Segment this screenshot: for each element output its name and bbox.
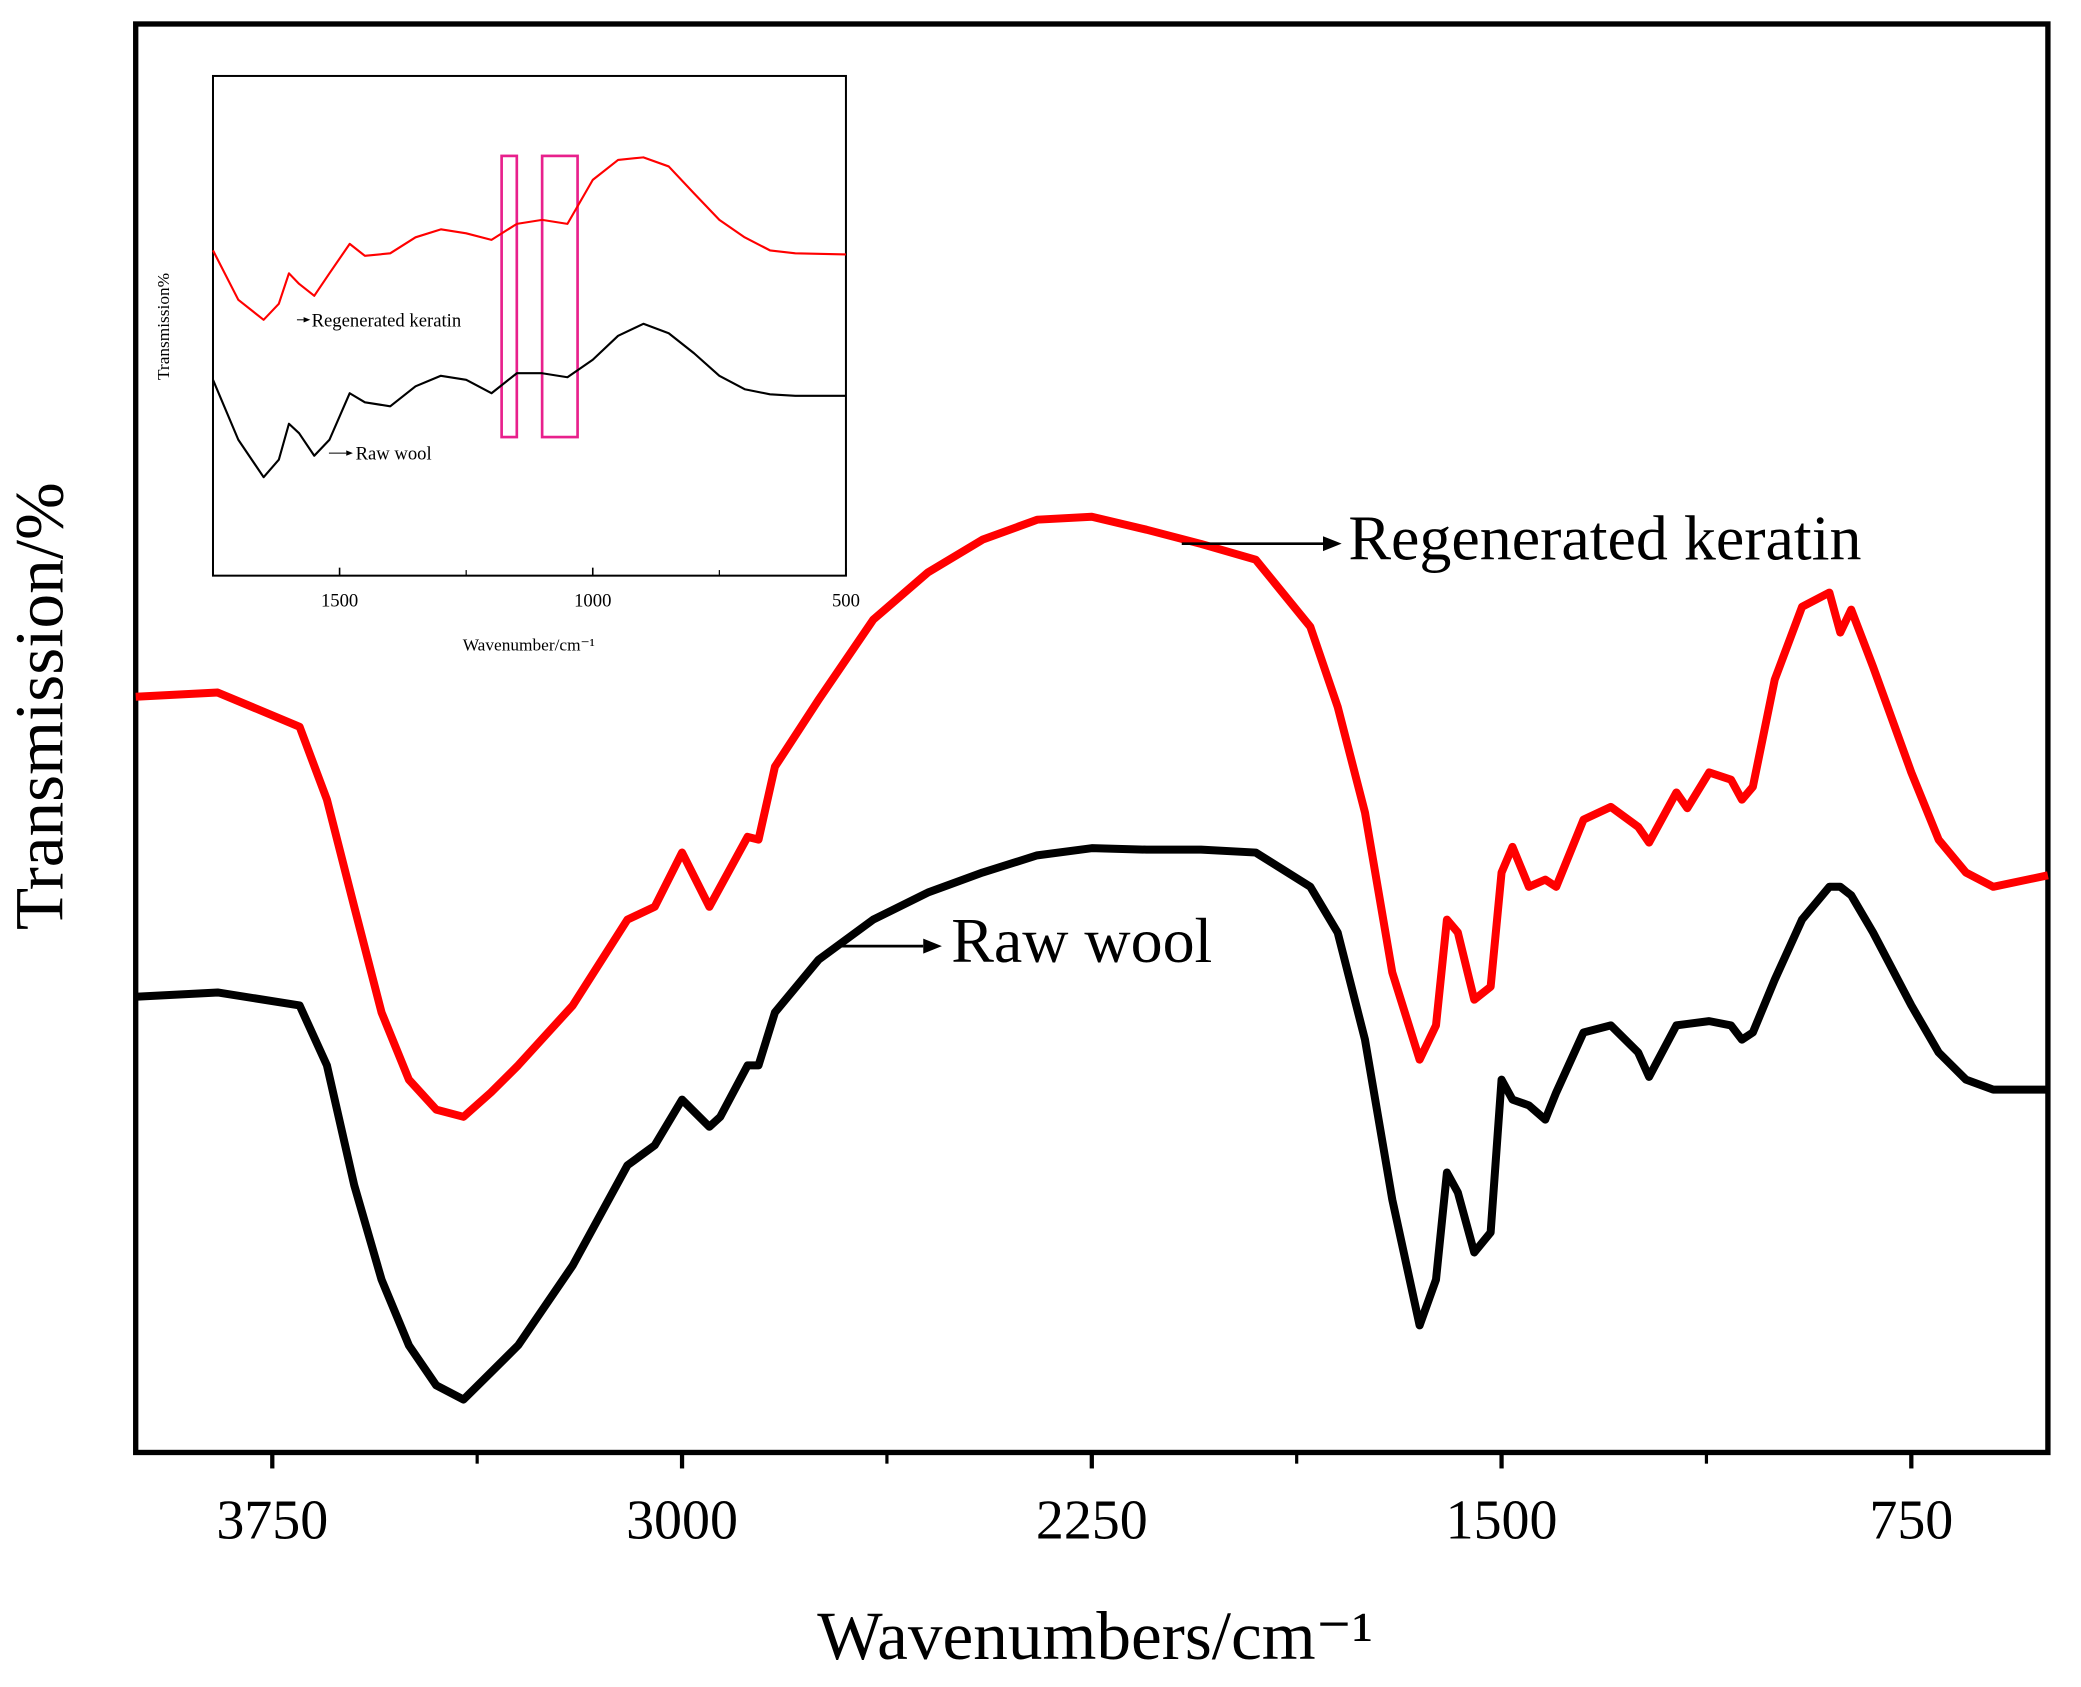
- highlight-box: [540, 154, 579, 439]
- legend-label: Raw wool: [951, 905, 1212, 976]
- x-tick-label: 500: [832, 591, 860, 612]
- series-line: [212, 156, 846, 321]
- x-tick-label: 750: [1869, 1490, 1953, 1552]
- y-axis-label: Transmission/%: [0, 482, 77, 930]
- x-axis-label: Wavenumbers/cm⁻¹: [817, 1597, 1373, 1674]
- legend-label: Regenerated keratin: [312, 310, 462, 331]
- arrow-head: [1322, 536, 1342, 552]
- x-tick-label: 3750: [216, 1490, 328, 1552]
- highlight-box: [500, 154, 519, 439]
- series-line: [135, 844, 2048, 1404]
- series-line: [135, 512, 2049, 1121]
- x-tick-label: 1500: [1446, 1490, 1558, 1552]
- x-tick-label: 1500: [321, 591, 358, 612]
- legend-label: Regenerated keratin: [1348, 503, 1861, 574]
- series-line: [212, 322, 846, 479]
- x-tick-label: 1000: [574, 591, 611, 612]
- legend-label: Raw wool: [356, 444, 432, 465]
- arrow-head: [346, 450, 353, 456]
- plot-frame: [211, 74, 847, 577]
- y-axis-label: Transmission%: [154, 273, 173, 380]
- x-tick-label: 3000: [626, 1490, 738, 1552]
- x-axis-label: Wavenumber/cm⁻¹: [463, 635, 595, 654]
- arrow-head: [923, 938, 942, 954]
- x-tick-label: 2250: [1036, 1490, 1148, 1552]
- arrow-head: [303, 317, 311, 323]
